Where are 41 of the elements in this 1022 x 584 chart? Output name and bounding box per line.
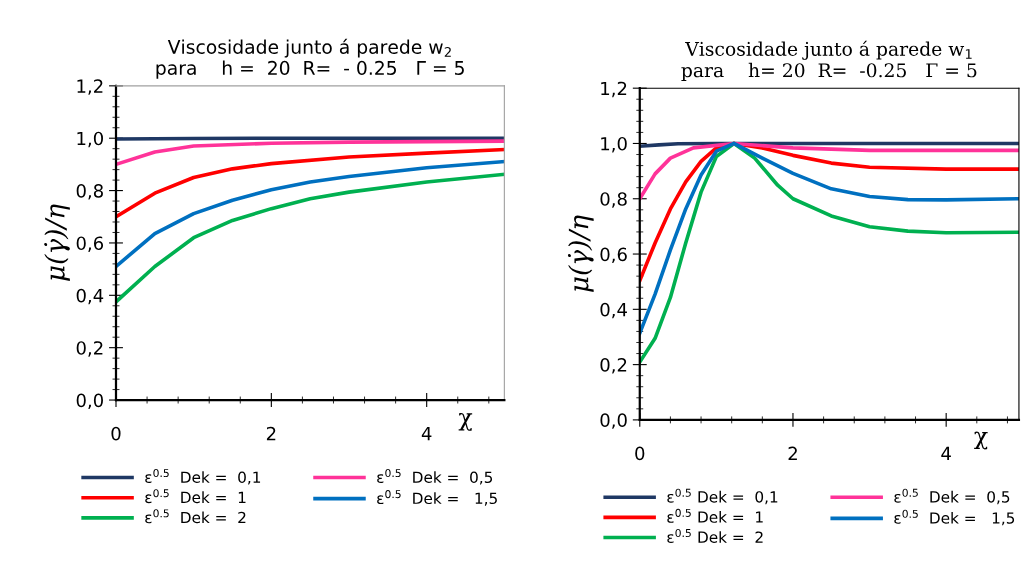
y-tick-label: 0,2 (76, 341, 103, 357)
x-tick-label: 0 (111, 426, 121, 441)
y-tick-label: 0,0 (76, 393, 103, 409)
legend-label: ε$^{0.5}$ Dek = 2 (667, 528, 763, 543)
legend-label: ε$^{0.5}$ Dek = 0,1 (667, 488, 778, 505)
y-tick-label: 1,2 (77, 79, 103, 95)
legend-label: ε$^{0.5}$ Dek = 1 (145, 489, 246, 504)
y-axis-title: μ(γ̇)/η (44, 204, 70, 281)
legend-label: ε$^{0.5}$ Dek = 1,5 (377, 490, 497, 506)
y-tick-label: 0,6 (76, 236, 104, 252)
chart-title: Viscosidade junto á parede w$_{2}$ para h = 20 R= - 0.25 Γ = 5 (156, 38, 464, 79)
legend-label: ε$^{0.5}$ Dek = 2 (145, 509, 246, 524)
x-tick-label: 4 (941, 446, 951, 460)
y-tick-label: 0,2 (600, 358, 627, 374)
y-tick-label: 0,4 (600, 302, 627, 319)
legend-label: ε$^{0.5}$ Dek = 0,1 (145, 469, 261, 485)
x-tick-label: 0 (635, 446, 645, 461)
line-series (116, 172, 505, 304)
x-axis-title: χ (974, 431, 988, 450)
line-series (639, 141, 1019, 201)
y-tick-label: 0,4 (76, 288, 104, 305)
y-tick-label: 1,2 (601, 81, 627, 98)
legend-label: ε$^{0.5}$ Dek = 1 (667, 508, 763, 523)
line-series (116, 139, 505, 167)
y-tick-label: 0,8 (600, 192, 627, 208)
y-tick-label: 0,6 (600, 247, 627, 263)
y-tick-label: 0,8 (76, 184, 103, 200)
x-axis-title: χ (458, 412, 473, 431)
y-tick-label: 0,0 (600, 413, 627, 429)
legend-label: ε$^{0.5}$ Dek = 1,5 (894, 509, 1015, 526)
y-tick-label: 1,0 (77, 131, 103, 148)
x-tick-label: 2 (266, 426, 276, 441)
legend-label: ε$^{0.5}$ Dek = 0,5 (894, 488, 1010, 505)
x-tick-label: 2 (788, 446, 797, 460)
line-series (116, 159, 505, 269)
chart-title: Viscosidade junto á parede w$_{1}$ para h= 20 R= -0.25 Γ = 5 (681, 40, 977, 81)
legend-label: ε$^{0.5}$ Dek = 0,5 (377, 469, 493, 485)
x-tick-label: 4 (421, 426, 432, 441)
line-series (116, 147, 505, 219)
y-tick-label: 1,0 (601, 136, 627, 153)
y-axis-title: μ(γ̇)/η (567, 215, 594, 292)
